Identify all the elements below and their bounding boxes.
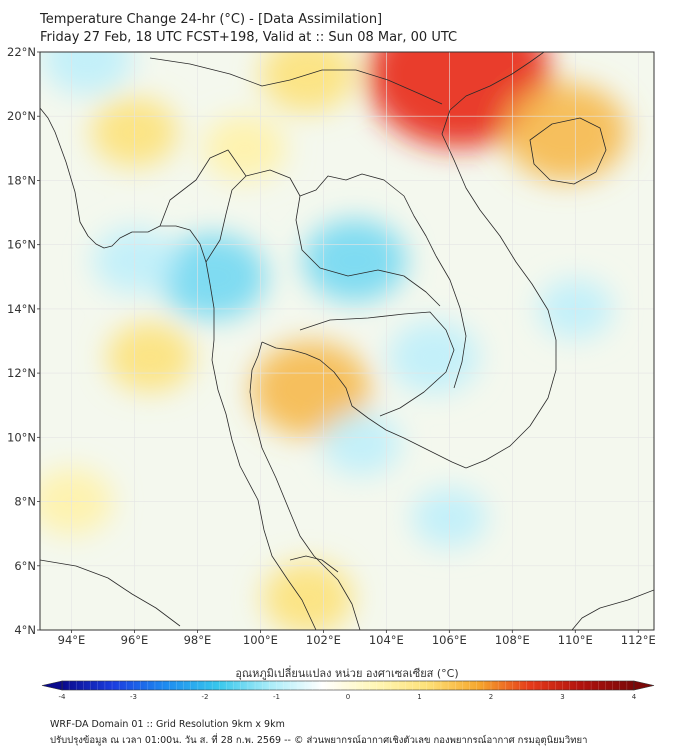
colorbar-tick-label: -2 (202, 693, 209, 701)
lon-tick-label: 102°E (306, 633, 341, 647)
colorbar-tick-label: 0 (346, 693, 350, 701)
footer-credit: ปรับปรุงข้อมูล ณ เวลา 01:00น. วัน ส. ที่… (50, 735, 588, 746)
colorbar-tick-label: -1 (273, 693, 280, 701)
border-cambodia (299, 311, 455, 417)
colorbar-tick-label: 1 (417, 693, 421, 701)
coastline-peninsula-west (211, 359, 317, 630)
lon-tick-label: 112°E (621, 633, 656, 647)
anomaly-blob (41, 52, 133, 95)
colorbar-tick-label: 4 (632, 693, 637, 701)
anomaly-blob (203, 115, 287, 182)
border-vietnam-laos (435, 255, 467, 389)
anomaly-blob (303, 219, 407, 302)
coastline-myanmar-west (40, 107, 215, 361)
lat-tick-label: 20°N (7, 109, 36, 123)
border-china-north (149, 57, 443, 105)
colorbar-tick-label: -4 (59, 693, 67, 701)
anomaly-blob (367, 52, 551, 148)
lat-tick-label: 18°N (7, 173, 36, 187)
anomaly-blob (504, 83, 628, 182)
lat-tick-label: 6°N (14, 559, 36, 573)
coastline-peninsula-east (249, 341, 361, 630)
country-borders (40, 52, 654, 630)
lat-tick-label: 8°N (14, 495, 36, 509)
map-frame (39, 51, 655, 631)
graticule (40, 52, 654, 630)
coastline-vietnam (441, 52, 557, 469)
lon-tick-label: 108°E (495, 633, 530, 647)
border-thai-laos-mekong (295, 195, 441, 307)
colorbar-max-arrow (633, 680, 655, 691)
lon-tick-label: 98°E (184, 633, 212, 647)
anomaly-blob (106, 322, 194, 392)
map-axes: 22°N 20°N 18°N 16°N 14°N 12°N 10°N 8°N 6°N 4°N 94°… (7, 45, 656, 647)
border-myanmar-internal (159, 149, 247, 227)
lon-tick-label: 100°E (243, 633, 278, 647)
coastline-borneo (571, 589, 654, 630)
border-laos-west (299, 173, 437, 257)
map-panel: 22°N 20°N 18°N 16°N 14°N 12°N 10°N 8°N 6°N 4°N 94°… (7, 45, 656, 647)
anomaly-blob (321, 412, 401, 476)
anomaly-blob (262, 561, 354, 630)
lon-tick-label: 104°E (369, 633, 404, 647)
anomaly-blob (260, 52, 356, 113)
footer-model-info: WRF-DA Domain 01 :: Grid Resolution 9km … (50, 719, 285, 730)
map-subtitle: Friday 27 Feb, 18 UTC FCST+198, Valid at… (40, 30, 458, 45)
anomaly-blob (251, 341, 371, 437)
lat-tick-label: 22°N (7, 45, 36, 59)
anomaly-blob (388, 320, 480, 394)
coastline-sumatra (40, 559, 181, 627)
coastline-gulf-head (261, 341, 467, 469)
coastline-hainan (529, 117, 607, 185)
colorbar-tick-label: -3 (130, 693, 137, 701)
lat-tick-label: 16°N (7, 238, 36, 252)
lon-tick-label: 96°E (121, 633, 149, 647)
lat-tick-label: 10°N (7, 430, 36, 444)
border-thailand-myanmar (205, 169, 301, 263)
lat-tick-label: 4°N (14, 623, 36, 637)
lat-tick-label: 12°N (7, 366, 36, 380)
lon-tick-label: 110°E (558, 633, 593, 647)
colorbar-min-arrow (41, 680, 63, 691)
lon-tick-label: 94°E (58, 633, 86, 647)
colorbar: อุณหภูมิเปลี่ยนแปลง หน่วย องศาเซลเซียส (… (41, 665, 655, 701)
lat-tick-label: 14°N (7, 302, 36, 316)
temperature-field (40, 52, 628, 630)
anomaly-blob (159, 233, 267, 320)
colorbar-title: อุณหภูมิเปลี่ยนแปลง หน่วย องศาเซลเซียส (… (235, 665, 458, 680)
colorbar-tick-label: 3 (560, 693, 564, 701)
border-thai-malaysia (289, 555, 339, 573)
colorbar-tick-label: 2 (489, 693, 493, 701)
lon-tick-label: 106°E (432, 633, 467, 647)
map-title: Temperature Change 24-hr (°C) - [Data As… (40, 12, 383, 27)
